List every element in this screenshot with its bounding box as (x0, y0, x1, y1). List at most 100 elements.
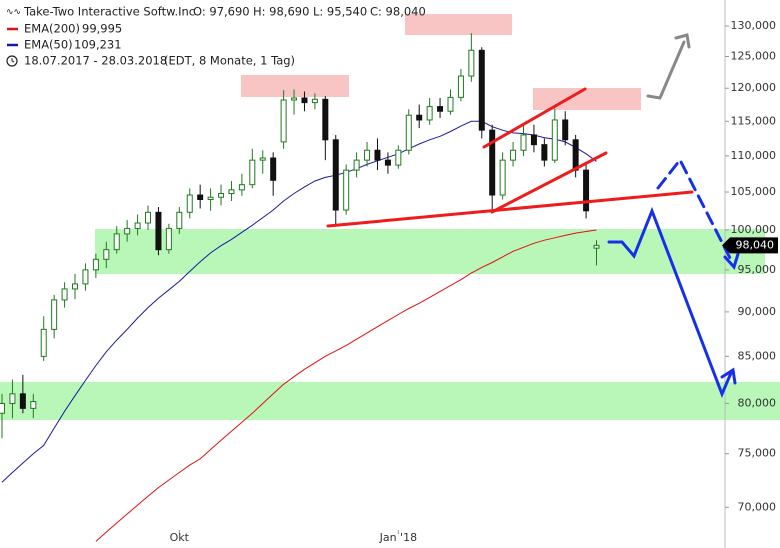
candle-body (322, 98, 329, 141)
candle-body (113, 233, 120, 251)
clock-icon (6, 55, 18, 67)
ohlc-label: O: 97,690 (193, 5, 250, 19)
y-tick-label: 105,000 (731, 185, 777, 198)
y-tick-label: 130,000 (731, 19, 777, 32)
arrow (646, 40, 686, 100)
candle-body (280, 99, 287, 143)
candle-body (165, 227, 172, 251)
annotations (326, 33, 740, 398)
candle-body (207, 196, 214, 200)
support-zone (95, 229, 765, 274)
candle-body (332, 139, 339, 211)
candle-body (197, 194, 204, 200)
candle-body (489, 129, 496, 196)
candle-body (457, 75, 464, 98)
y-tick-label: 115,000 (731, 114, 777, 127)
candle-body (416, 114, 423, 121)
header: ∿∿ Take-Two Interactive Softw.Inc O: 97,… (6, 5, 426, 68)
candle-body (186, 194, 193, 213)
candle-body (468, 49, 475, 77)
y-tick-label: 110,000 (731, 149, 777, 162)
trend-line (326, 190, 694, 228)
candle-body (364, 149, 371, 161)
candle-body (301, 97, 308, 104)
date-range: 18.07.2017 - 28.03.2018 (24, 54, 167, 68)
x-tick-label: Okt (170, 531, 190, 544)
candle-body (103, 249, 110, 260)
candle-body (437, 106, 444, 112)
y-tick-label: 90,000 (738, 305, 777, 318)
candle-body (291, 97, 298, 101)
candle-body (61, 288, 68, 301)
candle-body (270, 157, 277, 181)
y-tick-label: 70,000 (738, 500, 777, 513)
price-marker-label: 98,040 (736, 238, 775, 251)
candle-body (478, 49, 485, 131)
x-tick-label: Jan '18 (379, 531, 417, 544)
trend-line (482, 87, 587, 149)
candle-body (447, 96, 454, 112)
candle-body (572, 139, 579, 171)
arrow-head (720, 367, 737, 385)
candle-body (426, 106, 433, 121)
legend-value: 109,231 (74, 38, 122, 52)
legend-label: EMA(200) (24, 22, 80, 36)
axis: 70,000 75,000 80,000 85,000 90,000 95,000 100,… (170, 19, 778, 544)
candle-body (40, 328, 47, 357)
scenario-arrow (607, 206, 733, 398)
candle-body (92, 258, 99, 271)
candle-body (72, 283, 79, 290)
arrow-head (723, 252, 740, 270)
candle-body (562, 119, 569, 141)
zones (0, 14, 780, 420)
candle-body (499, 159, 506, 196)
candle-body (19, 393, 26, 409)
trend-line (490, 151, 608, 214)
ema-line (95, 229, 597, 542)
y-tick-label: 120,000 (731, 81, 777, 94)
candle-body (311, 98, 318, 104)
resistance-zone (405, 14, 512, 35)
y-tick-label: 75,000 (738, 447, 777, 460)
candle-body (9, 393, 16, 404)
ohlc-label: H: 98,690 (253, 5, 309, 19)
price-marker (722, 237, 778, 254)
candle-body (124, 227, 131, 235)
arrow-head (674, 33, 691, 49)
y-tick-label: 100,000 (731, 223, 777, 236)
candle-body (551, 119, 558, 161)
clock-icon (11, 58, 15, 63)
candle-body (343, 169, 350, 211)
candle-body (384, 159, 391, 166)
candle-body (541, 144, 548, 161)
candle-body (259, 157, 266, 161)
legend-value: 99,995 (82, 22, 122, 36)
candle-body (134, 222, 141, 229)
y-tick-label: 80,000 (738, 396, 777, 409)
ohlc-label: L: 95,540 (313, 5, 367, 19)
candle-body (238, 184, 245, 191)
candle-body (0, 402, 5, 414)
legend-label: EMA(50) (24, 38, 73, 52)
candle-body (249, 159, 256, 186)
candle-body (82, 269, 89, 285)
resistance-zone (533, 88, 641, 110)
y-tick-label: 95,000 (738, 263, 777, 276)
icon: ∿∿ (6, 8, 21, 18)
plot (0, 33, 600, 542)
candle-body (405, 114, 412, 151)
period-note: (EDT, 8 Monate, 1 Tag) (164, 54, 295, 68)
candle-body (583, 169, 590, 212)
candle-body (155, 211, 162, 251)
ohlc-label: C: 98,040 (370, 5, 426, 19)
candle-body (176, 211, 183, 229)
scenario-arrow (656, 157, 734, 264)
candle-body (593, 244, 600, 249)
candle-body (51, 299, 58, 330)
candle-body (374, 149, 381, 161)
candle-body (228, 189, 235, 195)
candle-body (530, 134, 537, 146)
support-zone (0, 382, 780, 420)
candle-body (145, 211, 152, 224)
